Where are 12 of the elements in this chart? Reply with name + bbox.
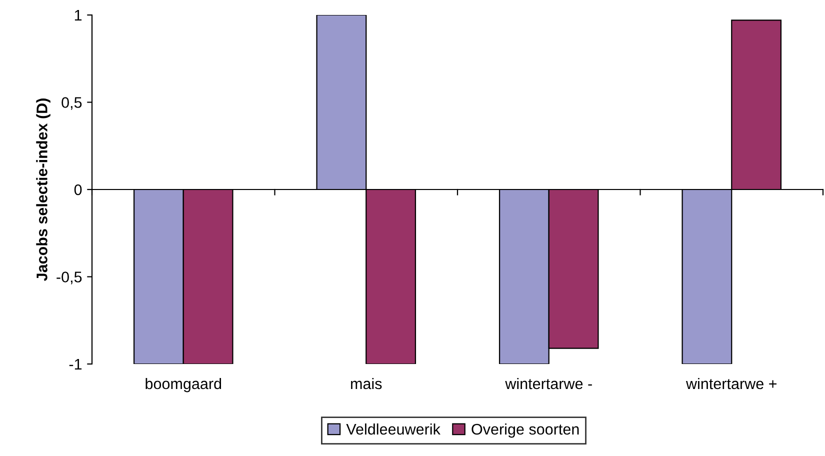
x-tick-label: wintertarwe - (505, 378, 592, 390)
x-tick-label: boomgaard (146, 378, 222, 392)
y-tick-label: -0,5 (56, 272, 82, 284)
y-tick-label: -1 (69, 359, 82, 370)
y-tick-label: 1 (74, 10, 82, 21)
legend-label: Overige soorten (472, 423, 579, 438)
x-tick-label: mais (351, 378, 382, 390)
y-axis-title: Jacobs selectie-index (D) (36, 98, 50, 281)
legend-label: Veldleeuwerik (346, 423, 440, 435)
y-tick-label: 0,5 (62, 97, 82, 110)
y-tick-label: 0 (74, 184, 82, 196)
x-tick-label: wintertarwe + (686, 378, 777, 390)
